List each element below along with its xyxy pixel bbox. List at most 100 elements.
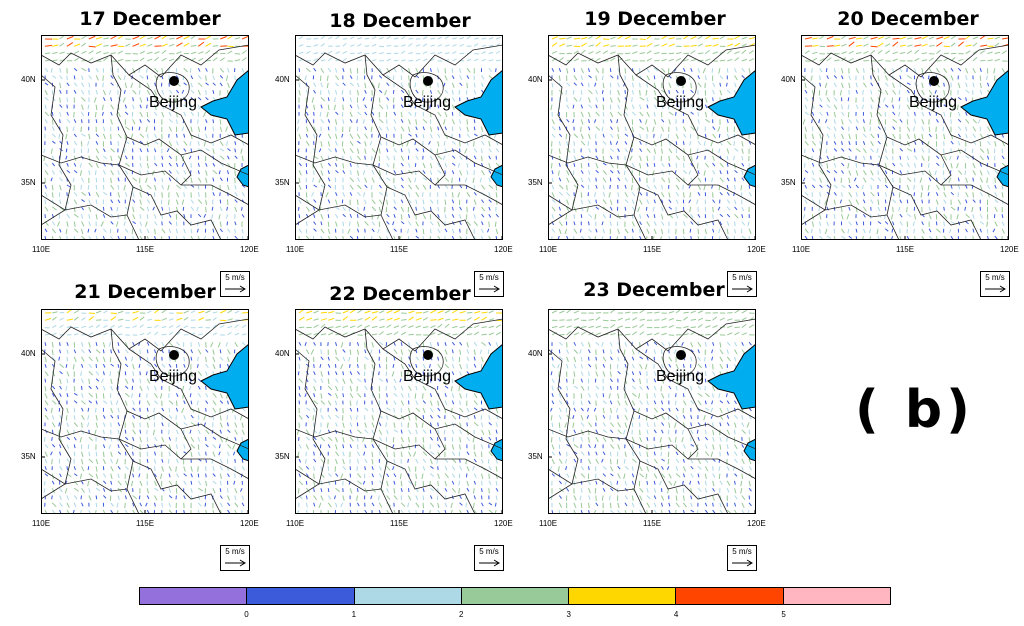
wind-vector xyxy=(421,192,424,197)
wind-vector xyxy=(205,356,207,363)
province-boundary xyxy=(801,154,880,166)
wind-vector xyxy=(320,466,323,471)
reference-vector-label: 5 m/s xyxy=(732,273,752,282)
wind-vector xyxy=(414,480,417,487)
wind-vector xyxy=(102,473,107,478)
wind-vector xyxy=(892,126,896,130)
province-boundary xyxy=(41,348,72,500)
wind-vector xyxy=(110,199,114,204)
wind-vector xyxy=(408,437,410,443)
wind-vector xyxy=(488,192,491,197)
wind-vector xyxy=(139,43,146,47)
wind-vector xyxy=(437,473,440,479)
wind-vector xyxy=(227,473,230,478)
wind-vector xyxy=(356,342,360,346)
wind-vector xyxy=(65,148,68,153)
wind-vector xyxy=(422,488,425,492)
wind-vector xyxy=(704,228,707,235)
wind-vector xyxy=(653,163,656,167)
wind-vector xyxy=(342,170,346,174)
wind-vector xyxy=(335,89,338,95)
wind-vector xyxy=(378,473,383,478)
wind-vector xyxy=(81,325,87,329)
wind-vector xyxy=(95,400,98,405)
wind-vector xyxy=(100,221,104,227)
wind-vector xyxy=(305,67,311,73)
wind-vector xyxy=(733,155,735,161)
wind-vector xyxy=(675,184,680,190)
province-boundary xyxy=(888,74,1009,146)
wind-vector xyxy=(429,495,433,500)
wind-vector xyxy=(81,342,84,347)
wind-vector xyxy=(848,41,855,47)
wind-vector xyxy=(313,318,319,321)
wind-vector xyxy=(400,422,403,428)
wind-vector xyxy=(459,393,462,399)
wind-vector xyxy=(81,111,85,117)
wind-vector xyxy=(892,199,897,204)
wind-vector xyxy=(43,437,46,442)
province-boundary xyxy=(382,348,503,420)
wind-vector xyxy=(639,82,641,88)
wind-vector xyxy=(298,51,304,55)
wind-vector xyxy=(139,50,145,55)
wind-vector xyxy=(580,206,584,212)
wind-vector xyxy=(972,82,975,88)
wind-vector xyxy=(697,317,704,321)
wind-vector xyxy=(342,371,344,376)
wind-vector xyxy=(349,349,352,355)
wind-vector xyxy=(328,326,334,329)
wind-vector xyxy=(451,206,454,211)
wind-vector xyxy=(704,342,707,347)
wind-field-map: Beijing xyxy=(41,35,249,240)
wind-vector xyxy=(408,393,410,398)
wind-vector xyxy=(313,466,315,471)
wind-vector xyxy=(44,317,52,321)
wind-vector xyxy=(705,35,711,40)
wind-vector xyxy=(313,422,315,428)
wind-vector xyxy=(588,104,593,109)
wind-vector xyxy=(371,333,378,336)
wind-vector xyxy=(219,140,224,146)
wind-vector xyxy=(921,111,925,117)
x-tick-label: 120E xyxy=(1000,245,1019,254)
wind-vector xyxy=(841,51,847,55)
wind-vector xyxy=(726,170,729,175)
wind-vector xyxy=(943,75,948,80)
wind-vector xyxy=(400,104,404,109)
x-tick-label: 110E xyxy=(286,519,305,528)
wind-vector xyxy=(393,111,397,116)
wind-vector xyxy=(877,119,880,125)
wind-vector xyxy=(993,68,996,74)
wind-vector xyxy=(227,309,233,314)
wind-vector xyxy=(653,104,658,109)
y-tick-label: 35N xyxy=(275,178,290,187)
wind-vector xyxy=(652,126,655,132)
wind-vector xyxy=(241,502,245,507)
wind-vector xyxy=(371,111,375,116)
wind-vector xyxy=(819,104,823,108)
wind-vector xyxy=(139,192,142,198)
wind-vector xyxy=(595,97,599,102)
wind-vector xyxy=(422,385,427,391)
wind-vector xyxy=(73,385,76,392)
wind-vector xyxy=(110,414,114,419)
wind-vector xyxy=(573,50,579,55)
wind-vector xyxy=(965,111,968,116)
province-boundary xyxy=(41,154,120,166)
wind-vector xyxy=(189,141,192,146)
wind-vector xyxy=(175,177,179,183)
wind-vector xyxy=(488,221,490,227)
wind-vector xyxy=(181,407,185,414)
wind-vector xyxy=(826,35,834,40)
wind-vector xyxy=(437,213,440,218)
wind-vector xyxy=(488,177,491,183)
wind-vector xyxy=(305,199,310,205)
wind-vector xyxy=(335,192,338,196)
city-label: Beijing xyxy=(149,94,197,111)
wind-vector xyxy=(488,341,492,346)
wind-vector xyxy=(219,473,222,479)
wind-vector xyxy=(234,324,239,328)
wind-vector xyxy=(102,414,106,419)
wind-vector xyxy=(371,342,374,348)
